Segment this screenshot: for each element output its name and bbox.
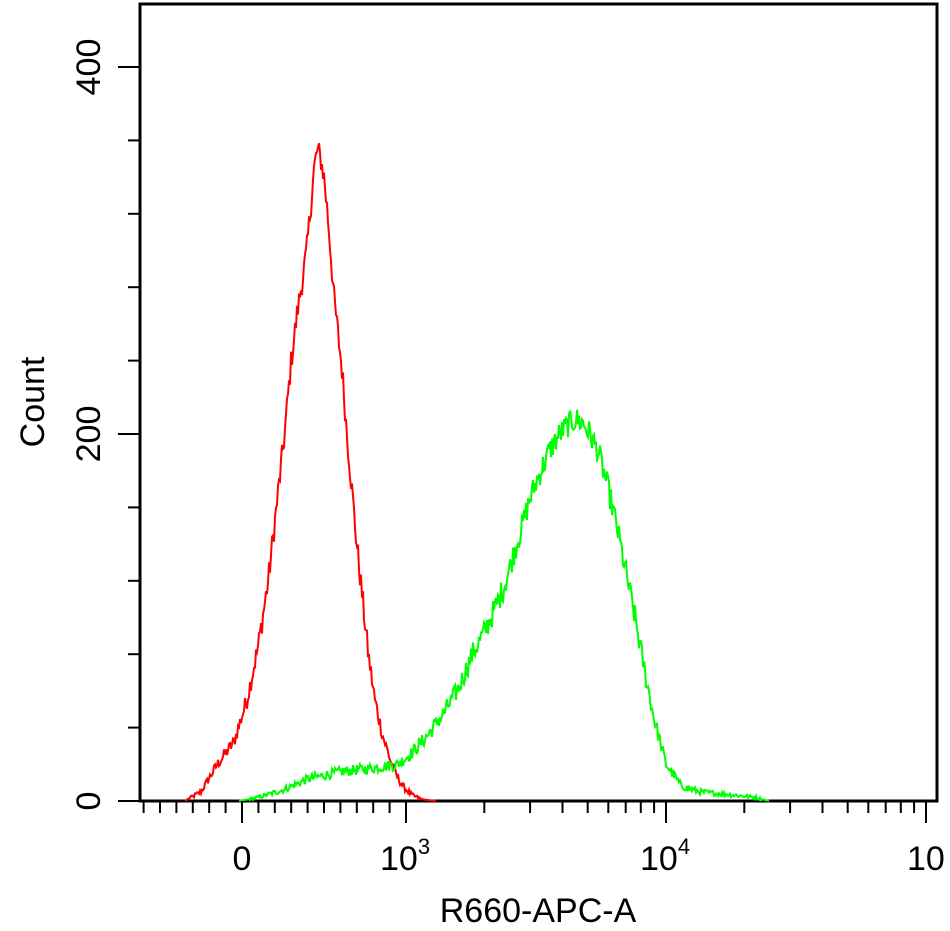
y-tick-label-0: 0 bbox=[70, 792, 108, 811]
y-tick-label-400: 400 bbox=[70, 39, 108, 96]
y-axis-title: Count bbox=[14, 356, 52, 447]
x-axis-title: R660-APC-A bbox=[440, 892, 637, 930]
histogram-series-1 bbox=[184, 142, 437, 802]
series-layer bbox=[184, 142, 770, 803]
x-tick-label-1e3: 103 bbox=[380, 834, 430, 878]
plot-frame bbox=[138, 2, 939, 803]
x-tick-label-1e5: 10 bbox=[907, 840, 945, 878]
y-axis-ticks bbox=[118, 66, 140, 802]
y-tick-label-200: 200 bbox=[70, 406, 108, 463]
x-tick-label-1e4: 104 bbox=[640, 834, 690, 878]
histogram-series-2 bbox=[238, 409, 770, 803]
x-tick-label-0: 0 bbox=[233, 840, 252, 878]
x-axis-ticks bbox=[142, 801, 927, 823]
